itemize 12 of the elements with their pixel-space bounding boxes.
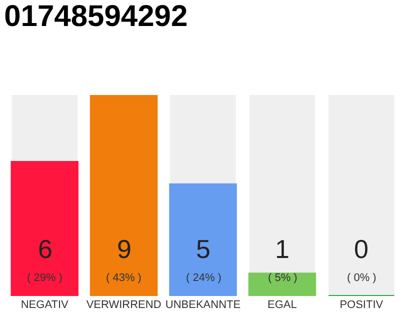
x-tick-label: UNBEKANNTE [165,299,241,311]
bar [248,272,316,296]
x-tick-label: EGAL [268,299,297,311]
x-tick-label: NEGATIV [20,299,69,311]
data-label: 9 ( 43% ) [106,234,142,284]
data-label: 6 ( 29% ) [27,234,62,284]
data-label: 1 ( 5% ) [268,234,298,284]
data-label: 5 ( 24% ) [186,234,222,284]
chart-title: 01748594292 [4,0,188,33]
x-tick-label: POSITIV [340,299,384,311]
x-tick-label: VERWIRREND [86,299,162,311]
data-label: 0 ( 0% ) [347,234,376,284]
